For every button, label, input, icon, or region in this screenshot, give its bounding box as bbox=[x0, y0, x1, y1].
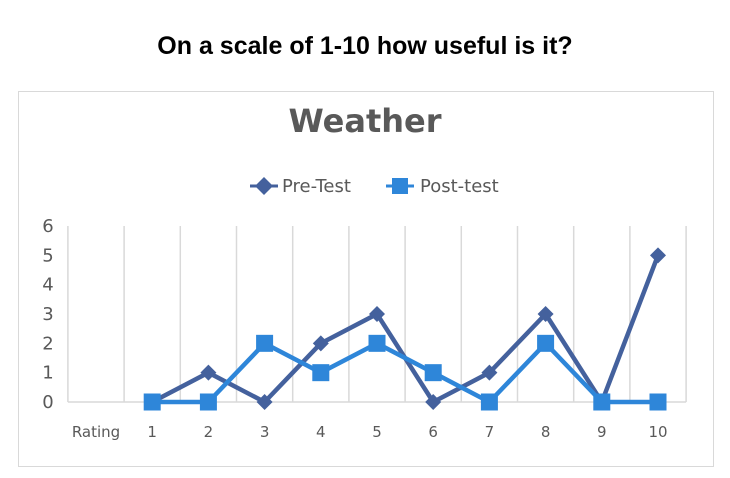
data-point-diamond bbox=[369, 306, 385, 322]
data-point-diamond bbox=[650, 247, 666, 264]
x-tick-label: 2 bbox=[204, 423, 214, 441]
x-tick-label: 1 bbox=[147, 423, 157, 441]
data-point-square bbox=[143, 393, 161, 411]
chart-title: Weather bbox=[288, 102, 441, 140]
data-point-diamond bbox=[481, 364, 498, 381]
y-tick-label: 3 bbox=[42, 304, 53, 325]
y-tick-label: 5 bbox=[42, 245, 53, 266]
legend-post-test-square-icon bbox=[392, 178, 408, 194]
data-point-square bbox=[424, 364, 442, 382]
x-tick-label: 6 bbox=[428, 423, 438, 441]
y-tick-label: 2 bbox=[42, 333, 53, 354]
x-tick-label: 5 bbox=[372, 423, 382, 441]
x-tick-label: Rating bbox=[72, 423, 120, 441]
legend-post-test-label: Post-test bbox=[420, 176, 499, 197]
x-tick-label: 10 bbox=[648, 423, 667, 441]
data-point-square bbox=[480, 393, 498, 411]
series-line bbox=[152, 341, 658, 405]
data-point-diamond bbox=[256, 394, 273, 410]
y-axis: 0 1 2 3 4 5 6 bbox=[42, 216, 53, 413]
x-tick-label: 9 bbox=[597, 423, 607, 441]
y-tick-label: 1 bbox=[42, 363, 53, 384]
data-point-square bbox=[199, 393, 217, 411]
data-point-diamond bbox=[425, 394, 442, 410]
data-point-square bbox=[368, 334, 386, 352]
data-point-square bbox=[649, 393, 667, 411]
data-point-diamond bbox=[537, 306, 554, 322]
y-tick-label: 0 bbox=[42, 392, 53, 413]
x-tick-label: 3 bbox=[260, 423, 270, 441]
data-point-square bbox=[256, 334, 274, 352]
series-layer bbox=[143, 247, 667, 411]
data-point-square bbox=[537, 334, 555, 352]
data-point-square bbox=[312, 364, 330, 382]
data-point-diamond bbox=[200, 364, 217, 381]
y-tick-label: 4 bbox=[42, 275, 53, 296]
x-tick-label: 7 bbox=[485, 423, 495, 441]
data-point-diamond bbox=[312, 335, 329, 352]
data-point-square bbox=[593, 393, 611, 411]
x-tick-label: 8 bbox=[541, 423, 551, 441]
series-1 bbox=[143, 334, 667, 411]
legend: Pre-Test Post-test bbox=[250, 176, 499, 197]
x-tick-label: 4 bbox=[316, 423, 326, 441]
page-heading: On a scale of 1-10 how useful is it? bbox=[157, 32, 573, 60]
legend-pre-test-label: Pre-Test bbox=[282, 176, 351, 197]
y-tick-label: 6 bbox=[42, 216, 53, 237]
legend-pre-test-diamond-icon bbox=[255, 177, 273, 195]
